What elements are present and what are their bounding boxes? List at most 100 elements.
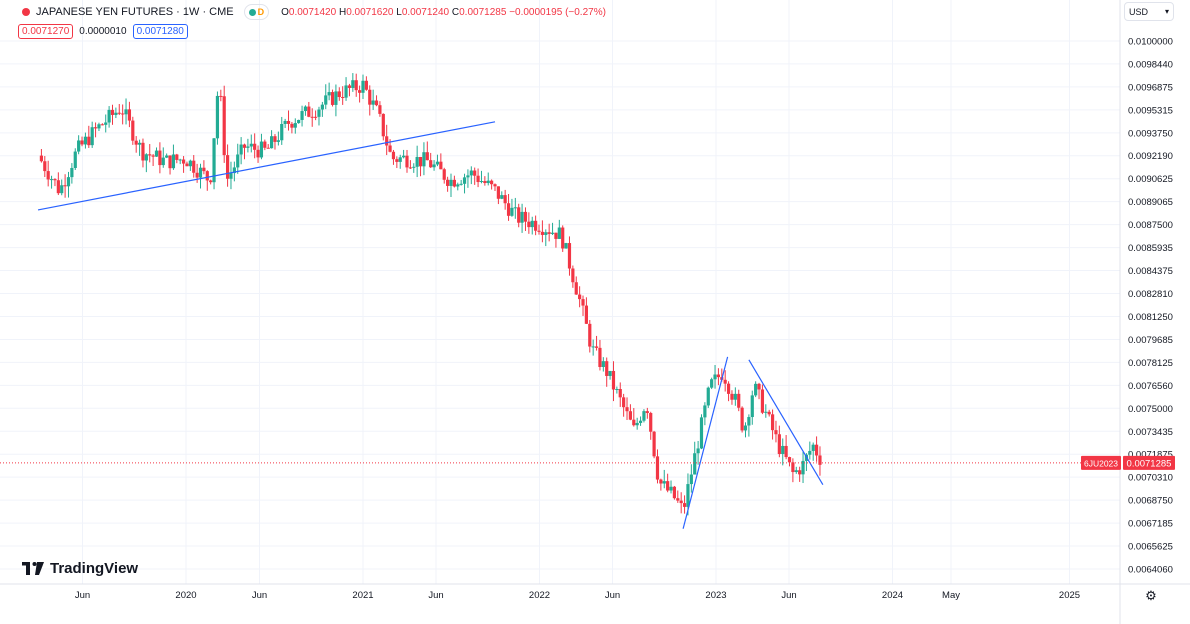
candle-body (469, 170, 473, 176)
candle-body (178, 159, 182, 161)
candle-body (506, 203, 511, 216)
price-tick-label: 0.0090625 (1128, 174, 1173, 185)
symbol-title[interactable]: JAPANESE YEN FUTURES · 1W · CME (36, 6, 234, 18)
close-value: 0.0071285 (459, 6, 507, 18)
price-tick-label: 0.0085935 (1128, 243, 1173, 254)
candle-body (537, 230, 541, 232)
candle-body (219, 95, 223, 97)
settings-gear-icon[interactable]: ⚙ (1145, 588, 1157, 603)
trendline (748, 359, 824, 485)
trendlines[interactable] (37, 121, 824, 529)
candle-body (503, 195, 507, 204)
candle-body (808, 450, 812, 455)
candle-body (696, 448, 700, 454)
candle-body (239, 144, 243, 155)
market-status-badge[interactable]: D (243, 4, 270, 20)
candle-body (682, 503, 687, 507)
candle-body (534, 220, 538, 231)
candle-body (107, 109, 111, 123)
candle-body (181, 159, 186, 164)
time-tick-label: 2021 (352, 590, 373, 601)
candle-body (611, 370, 616, 390)
candle-body (280, 123, 284, 141)
candle-body (229, 173, 233, 179)
candle-body (710, 379, 714, 388)
candle-body (574, 282, 578, 295)
candle-body (737, 393, 741, 408)
candle-body (293, 123, 297, 128)
open-label: O (281, 6, 289, 18)
candle-body (408, 167, 412, 169)
candle-body (49, 179, 54, 181)
candle-body (144, 154, 148, 161)
trendline (37, 121, 496, 211)
candle-body (330, 92, 335, 105)
candle-body (642, 411, 646, 421)
candle-body (523, 211, 528, 222)
candle-body (649, 413, 653, 432)
time-tick-label: 2024 (882, 590, 903, 601)
candle-body (632, 419, 636, 426)
trendline (682, 356, 729, 529)
candle-body (740, 407, 744, 431)
bid-ask-panel: 0.0071270 0.0000010 0.0071280 (18, 24, 188, 39)
candle-body (615, 388, 619, 390)
currency-dropdown[interactable]: USD ▾ (1124, 2, 1174, 21)
candle-body (364, 80, 368, 90)
candle-body (743, 425, 748, 431)
candle-body (432, 164, 436, 168)
sell-price-button[interactable]: 0.0071270 (18, 24, 74, 39)
candle-body (198, 167, 203, 178)
candle-body (662, 481, 666, 484)
contract-tag-label: 6JU2023 (1084, 458, 1118, 468)
candle-body (686, 484, 690, 507)
price-tick-label: 0.0087500 (1128, 220, 1173, 231)
candle-body (43, 161, 47, 172)
time-tick-label: 2020 (175, 590, 196, 601)
price-tick-label: 0.0078125 (1128, 358, 1173, 369)
buy-price-button[interactable]: 0.0071280 (132, 24, 188, 39)
candle-body (798, 470, 802, 475)
candle-body (388, 145, 392, 152)
candle-body (814, 444, 819, 456)
candle-body (269, 136, 274, 149)
candle-body (625, 407, 629, 412)
candle-body (757, 383, 761, 390)
candle-body (137, 142, 142, 145)
candle-body (672, 486, 677, 499)
candle-body (195, 172, 199, 178)
candle-body (66, 177, 71, 187)
candle-body (554, 232, 558, 239)
candle-body (666, 481, 670, 491)
candle-body (148, 154, 152, 156)
candle-body (188, 160, 192, 167)
candle-body (405, 155, 409, 168)
candle-body (561, 227, 565, 249)
candle-body (256, 149, 260, 158)
candle-body (449, 179, 453, 186)
candle-body (93, 127, 98, 129)
high-label: H (338, 6, 347, 18)
candle-body (344, 85, 348, 98)
candle-body (361, 80, 365, 93)
candle-body (161, 157, 165, 166)
open-value: 0.0071420 (288, 6, 337, 18)
candle-body (730, 393, 734, 400)
candle-body (527, 221, 531, 228)
candle-body (598, 347, 602, 367)
candle-body (391, 151, 396, 160)
price-tick-label: 0.0092190 (1128, 151, 1173, 162)
price-axis[interactable]: 0.0100000 0.0098440 0.0096875 0.0095315 0.00… (1119, 0, 1173, 624)
candle-body (500, 195, 504, 199)
candle-body (747, 417, 751, 426)
candle-body (493, 184, 497, 187)
candle-body (110, 109, 115, 115)
candle-body (374, 100, 379, 106)
candle-body (259, 141, 264, 158)
time-axis[interactable]: Jun 2020 Jun 2021 Jun 2022 Jun 2023 Jun 2024 May 20… (0, 583, 1190, 601)
candle-body (324, 95, 328, 105)
candle-body (439, 161, 443, 170)
candle-body (90, 127, 94, 146)
current-price-tag (1123, 455, 1175, 470)
